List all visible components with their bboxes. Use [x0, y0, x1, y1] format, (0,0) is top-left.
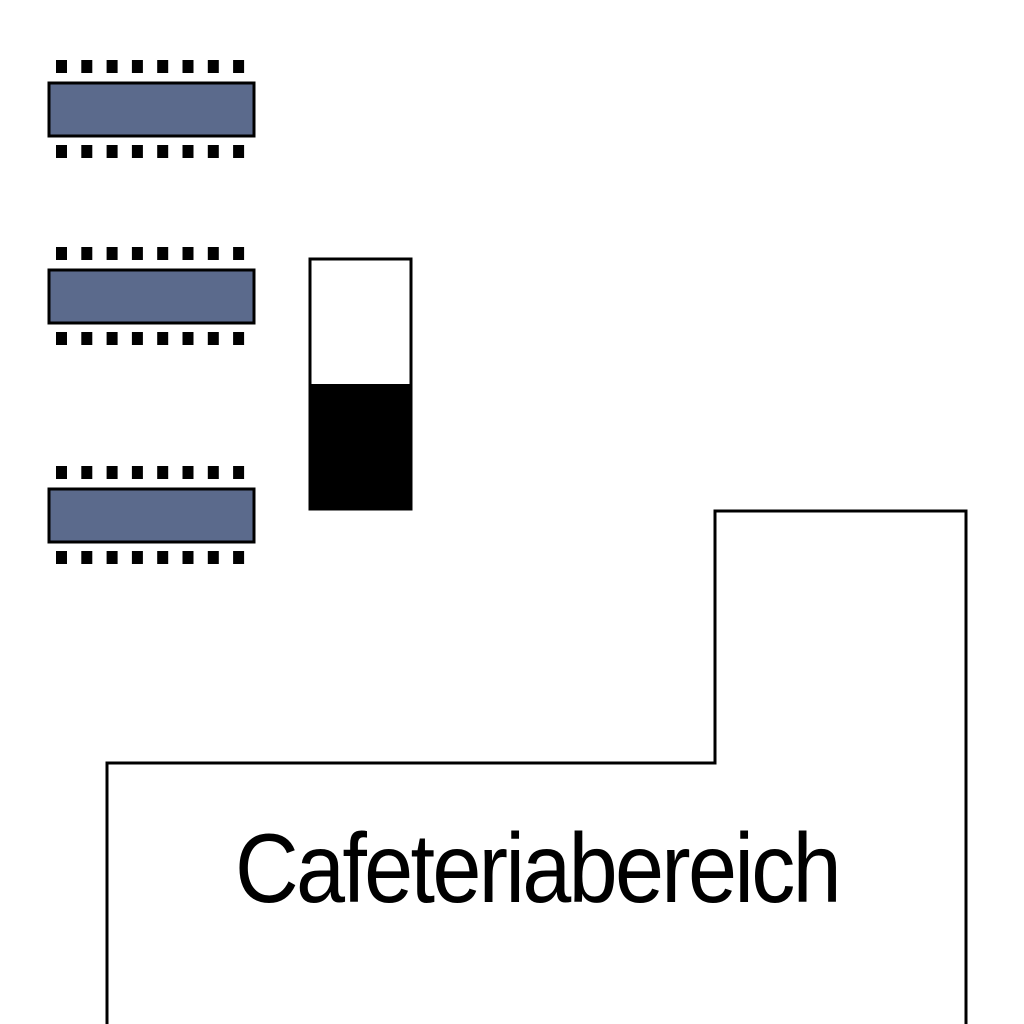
table-top — [47, 268, 256, 325]
chair-bottom — [207, 551, 219, 564]
chair-top — [131, 60, 143, 73]
chair-bottom — [157, 332, 169, 345]
chair-bottom — [207, 145, 219, 158]
table-top — [47, 81, 256, 138]
chair-bottom — [131, 145, 143, 158]
table-top — [47, 487, 256, 544]
chair-bottom — [106, 145, 118, 158]
chair-top — [131, 466, 143, 479]
chair-bottom — [233, 551, 245, 564]
chair-top — [207, 466, 219, 479]
chair-bottom — [81, 145, 93, 158]
chair-top — [106, 466, 118, 479]
chair-bottom — [182, 332, 194, 345]
chair-top — [106, 60, 118, 73]
cafeteria-wall — [105, 509, 968, 1024]
chair-top — [81, 466, 93, 479]
chair-top — [56, 466, 67, 479]
chair-top — [157, 466, 169, 479]
chair-top — [106, 247, 118, 260]
chair-top — [81, 60, 93, 73]
cabinet — [308, 257, 413, 511]
chair-top — [157, 247, 169, 260]
chair-top — [81, 247, 93, 260]
chair-top — [56, 60, 67, 73]
chair-bottom — [233, 145, 245, 158]
cabinet-fill — [310, 384, 411, 509]
chair-top — [131, 247, 143, 260]
chair-top — [233, 60, 245, 73]
chair-bottom — [131, 332, 143, 345]
chair-bottom — [182, 145, 194, 158]
chair-bottom — [157, 551, 169, 564]
chair-bottom — [207, 332, 219, 345]
chair-bottom — [106, 332, 118, 345]
chair-bottom — [56, 145, 67, 158]
chair-top — [182, 466, 194, 479]
cafeteria-area-label: Cafeteriabereich — [235, 813, 842, 923]
table-1 — [47, 60, 256, 158]
chair-bottom — [182, 551, 194, 564]
chair-bottom — [81, 332, 93, 345]
chair-bottom — [233, 332, 245, 345]
chair-bottom — [157, 145, 169, 158]
chair-bottom — [131, 551, 143, 564]
chair-top — [207, 60, 219, 73]
chair-top — [157, 60, 169, 73]
chair-bottom — [56, 551, 67, 564]
tables-group — [47, 60, 256, 564]
chair-bottom — [81, 551, 93, 564]
table-2 — [47, 247, 256, 345]
chair-bottom — [106, 551, 118, 564]
chair-top — [56, 247, 67, 260]
chair-top — [182, 247, 194, 260]
chair-top — [233, 466, 245, 479]
table-3 — [47, 466, 256, 564]
chair-top — [182, 60, 194, 73]
chair-bottom — [56, 332, 67, 345]
chair-top — [233, 247, 245, 260]
chair-top — [207, 247, 219, 260]
